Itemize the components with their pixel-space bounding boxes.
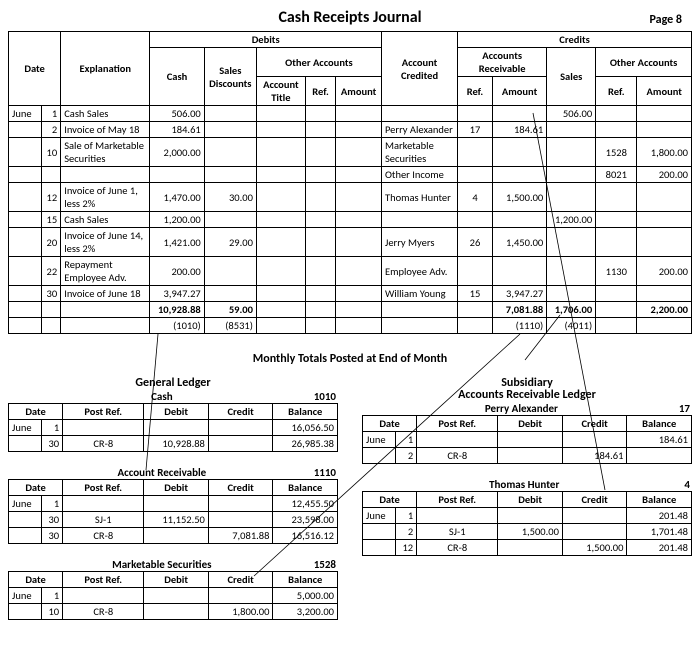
col-oc-ref: Ref. (596, 77, 637, 106)
journal-postref-row: (1010)(8531)(1110)(4011) (9, 318, 692, 334)
ledger-title: Marketable Securities1528 (8, 558, 338, 571)
ledger-row: June1184.61 (363, 432, 692, 448)
col-account-credited: Account Credited (381, 32, 457, 106)
page-number: Page 8 (650, 13, 682, 27)
ledger-row: 2SJ-11,500.001,701.48 (363, 524, 692, 540)
ledger-table: DatePost Ref.DebitCreditBalanceJune1201.… (362, 491, 692, 556)
col-date: Date (9, 32, 61, 106)
journal-row: 10Sale of Marketable Securities2,000.00M… (9, 138, 692, 167)
ledger-row: 10CR-81,800.003,200.00 (9, 604, 338, 620)
col-debits: Debits (150, 32, 382, 48)
ledger-row: 30CR-810,928.8826,985.38 (9, 436, 338, 452)
ledger-row: 2CR-8184.61 (363, 448, 692, 464)
ledger-row: June15,000.00 (9, 588, 338, 604)
ledger-title: Account Receivable1110 (8, 466, 338, 479)
journal-row: 12Invoice of June 1, less 2%1,470.0030.0… (9, 183, 692, 212)
journal-row: June1Cash Sales506.00506.00 (9, 106, 692, 122)
ledger-table: DatePost Ref.DebitCreditBalanceJune15,00… (8, 571, 338, 620)
ledger-title: Perry Alexander17 (362, 402, 692, 415)
ledger-row: 12CR-81,500.00201.48 (363, 540, 692, 556)
monthly-totals-note: Monthly Totals Posted at End of Month (8, 352, 692, 366)
journal-row: 15Cash Sales1,200.001,200.00 (9, 212, 692, 228)
col-cash: Cash (150, 48, 204, 106)
general-ledger-label: General Ledger (8, 376, 338, 390)
header: Cash Receipts Journal Page 8 (8, 8, 692, 27)
journal-row: 20Invoice of June 14, less 2%1,421.0029.… (9, 228, 692, 257)
col-explanation: Explanation (61, 32, 150, 106)
ledger-table: DatePost Ref.DebitCreditBalanceJune112,4… (8, 479, 338, 544)
ledger-table: DatePost Ref.DebitCreditBalanceJune1184.… (362, 415, 692, 464)
cash-receipts-journal-table: Date Explanation Debits Account Credited… (8, 31, 692, 334)
ledger-row: 30SJ-111,152.5023,598.00 (9, 512, 338, 528)
col-ref-debit: Ref. (305, 77, 335, 106)
ledger-row: June1201.48 (363, 508, 692, 524)
col-ar-ref: Ref. (458, 77, 493, 106)
col-sales: Sales (547, 48, 596, 106)
col-oc-amount: Amount (637, 77, 692, 106)
col-amount-debit: Amount (336, 77, 382, 106)
col-ar-amount: Amount (492, 77, 546, 106)
journal-totals-row: 10,928.8859.007,081.881,706.002,200.00 (9, 302, 692, 318)
ar-ledger-label: Accounts Receivable Ledger (362, 388, 692, 402)
page-title: Cash Receipts Journal (278, 8, 421, 27)
col-accounts-receivable: Accounts Receivable (458, 48, 547, 77)
ledger-row: 30CR-87,081.8816,516.12 (9, 528, 338, 544)
col-credits: Credits (458, 32, 692, 48)
col-other-accounts-credit: Other Accounts (596, 48, 692, 77)
journal-row: Other Income8021200.00 (9, 167, 692, 183)
journal-row: 22Repayment Employee Adv.200.00Employee … (9, 257, 692, 286)
ledger-title: Cash1010 (8, 390, 338, 403)
col-other-accounts-debit: Other Accounts (256, 48, 381, 77)
col-account-title: Account Title (256, 77, 305, 106)
ledger-title: Thomas Hunter4 (362, 478, 692, 491)
ledger-table: DatePost Ref.DebitCreditBalanceJune116,0… (8, 403, 338, 452)
journal-row: 2Invoice of May 18184.61Perry Alexander1… (9, 122, 692, 138)
col-sales-discounts: Sales Discounts (204, 48, 256, 106)
journal-row: 30Invoice of June 183,947.27William Youn… (9, 286, 692, 302)
ledgers-row: General Ledger Cash1010DatePost Ref.Debi… (8, 376, 692, 634)
ledger-row: June112,455.50 (9, 496, 338, 512)
ledger-row: June116,056.50 (9, 420, 338, 436)
